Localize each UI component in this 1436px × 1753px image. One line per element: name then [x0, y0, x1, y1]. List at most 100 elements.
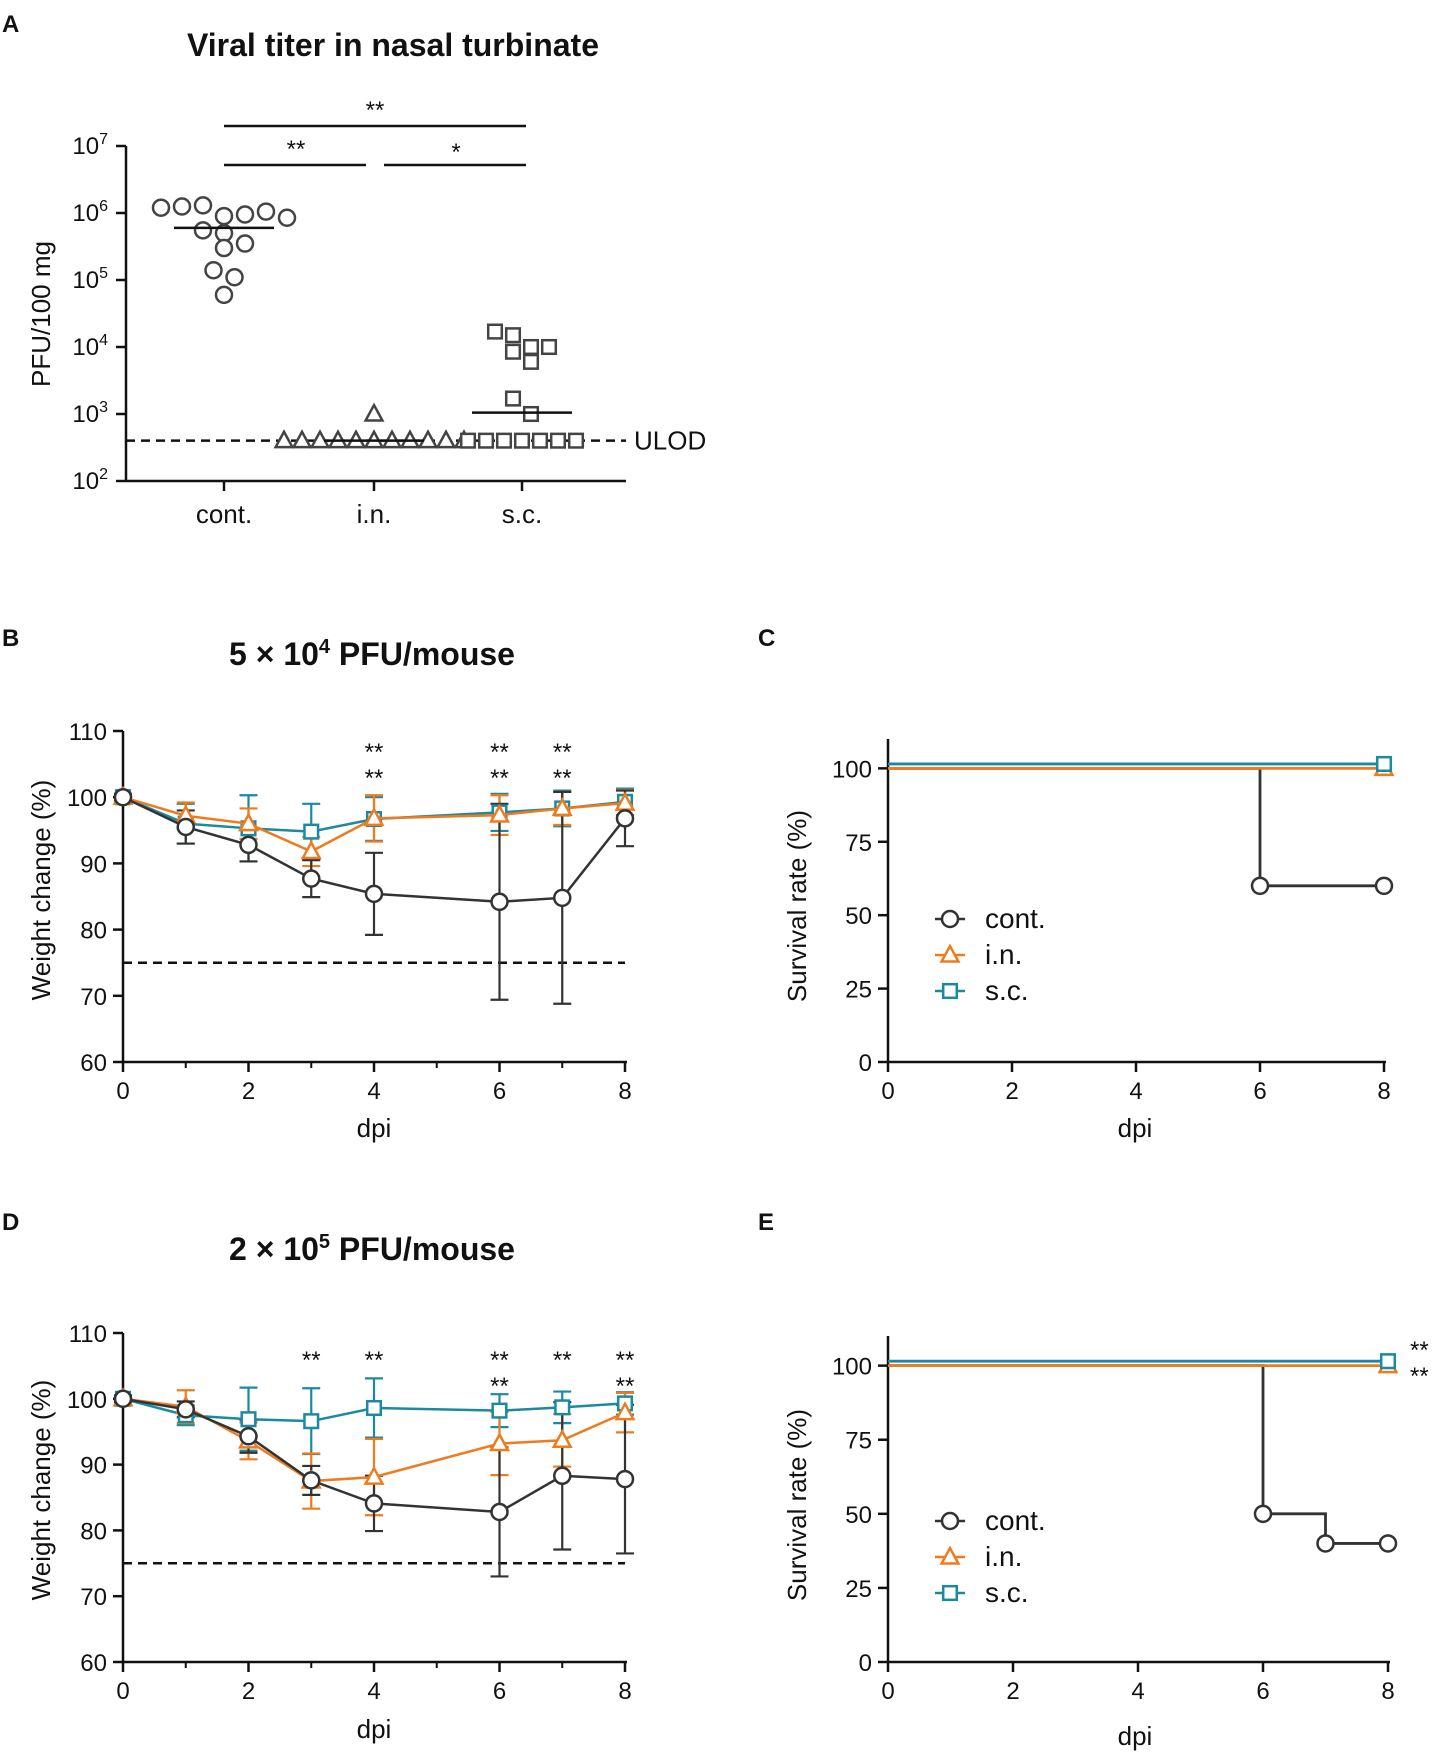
tick-base: 10: [72, 334, 99, 361]
y-tick-label: 60: [80, 1650, 107, 1677]
circle-marker: [1378, 1534, 1398, 1553]
significance-label: **: [302, 1347, 321, 1374]
square-marker: [504, 327, 522, 344]
significance-bars: **** *: [224, 97, 526, 167]
x-ticks: cont. i.n. s.c.: [196, 481, 542, 529]
title-exponent: 5: [319, 1231, 330, 1253]
y-tick-label: 100: [832, 1354, 872, 1381]
y-axis-label: PFU/100 mg: [26, 241, 56, 387]
series-line: [122, 796, 626, 904]
x-axis-label: dpi: [1118, 1113, 1153, 1143]
y-tick-label: 80: [80, 918, 107, 945]
tick-exponent: 4: [99, 332, 108, 349]
x-tick-label: 2: [242, 1078, 255, 1105]
circle-marker: [239, 835, 258, 855]
legend-label-sc: s.c.: [985, 1577, 1029, 1608]
y-axis-label: Weight change (%): [26, 1380, 56, 1601]
x-tick-label: s.c.: [502, 499, 542, 529]
x-axis-label: dpi: [357, 1113, 392, 1143]
circle-marker: [204, 260, 223, 280]
tick-exponent: 2: [99, 466, 108, 483]
square-marker: [522, 353, 540, 370]
triangle-marker: [939, 1545, 961, 1565]
circle-marker: [225, 267, 244, 287]
survival-plot: 0 25 50 75 100 0 2 4 6 8: [832, 739, 1395, 1105]
circle-marker: [302, 869, 321, 888]
x-tick-label: i.n.: [357, 499, 392, 529]
circle-marker: [490, 892, 509, 912]
x-tick-label: 2: [242, 1678, 255, 1705]
x-tick-label: 2: [1005, 1078, 1018, 1105]
x-tick-label: 0: [881, 1678, 894, 1705]
square-marker: [303, 1413, 320, 1430]
significance-label: **: [365, 739, 384, 766]
tick-exponent: 7: [99, 131, 108, 148]
significance-label: **: [490, 1347, 509, 1374]
significance-label: **: [553, 765, 572, 792]
x-tick-label: 2: [1006, 1678, 1019, 1705]
y-tick-label: 110: [69, 1321, 107, 1348]
circle-marker: [214, 238, 234, 258]
circle-marker: [235, 234, 255, 253]
panel-letter: B: [2, 625, 19, 652]
y-tick-label: 100: [67, 785, 107, 812]
x-tick-label: 8: [1381, 1678, 1394, 1705]
y-axis-label: Weight change (%): [26, 780, 56, 1001]
circle-marker: [364, 1494, 384, 1513]
tick-base: 10: [72, 200, 99, 227]
square-marker: [1379, 1353, 1397, 1370]
square-marker: [1375, 755, 1393, 773]
series-line: [122, 1397, 626, 1514]
square-marker: [303, 823, 320, 840]
circle-marker: [553, 1466, 572, 1486]
y-tick-label: 50: [845, 1502, 872, 1529]
triangle-marker: [614, 1401, 636, 1421]
title-exponent: 4: [319, 636, 331, 658]
square-marker: [504, 390, 522, 407]
y-tick-label: 104: [72, 332, 108, 361]
x-tick-label: cont.: [196, 499, 252, 529]
title-suffix: PFU/mouse: [330, 1231, 515, 1267]
circle-marker: [214, 206, 234, 226]
circle-marker: [214, 285, 234, 305]
panel-letter: E: [758, 1209, 774, 1236]
y-tick-label: 75: [845, 830, 872, 857]
significance-label: **: [365, 1347, 384, 1374]
significance-label: **: [490, 739, 509, 766]
triangle-marker: [273, 429, 295, 449]
tick-base: 10: [72, 267, 99, 294]
tick-base: 10: [72, 401, 99, 428]
significance-label: **: [1410, 1363, 1429, 1390]
triangle-marker: [363, 806, 385, 827]
y-tick-label: 70: [80, 1584, 107, 1611]
series-line: [122, 1397, 626, 1423]
y-tick-label: 90: [80, 1453, 107, 1480]
panel-a: A Viral titer in nasal turbinate 1021031…: [2, 11, 706, 529]
survival-plot: 0 25 50 75 100 0 2 4 6 8: [832, 1336, 1399, 1705]
significance-label: **: [366, 97, 385, 124]
x-tick-label: 6: [493, 1678, 506, 1705]
square-marker: [554, 1399, 571, 1416]
survival-line: [888, 766, 1384, 888]
square-marker: [459, 432, 477, 449]
circle-marker: [113, 1389, 133, 1409]
x-tick-label: 8: [618, 1078, 631, 1105]
panel-b: B 5 × 104 PFU/mouse Weight change (%) dp…: [2, 625, 636, 1143]
significance-label: **: [616, 1347, 635, 1374]
y-tick-label: 25: [845, 1576, 872, 1603]
y-tick-label: 100: [67, 1387, 107, 1414]
x-tick-label: 0: [881, 1078, 894, 1105]
y-tick-label: 102: [72, 466, 108, 495]
significance-label: **: [287, 136, 306, 163]
scatter-points: [151, 196, 585, 449]
circle-marker: [1250, 876, 1270, 896]
x-tick-label: 4: [367, 1078, 380, 1105]
circle-marker: [176, 1400, 195, 1419]
circle-marker: [176, 817, 195, 837]
triangle-marker: [435, 429, 457, 449]
circle-marker: [553, 888, 572, 908]
triangle-marker: [551, 1428, 573, 1448]
